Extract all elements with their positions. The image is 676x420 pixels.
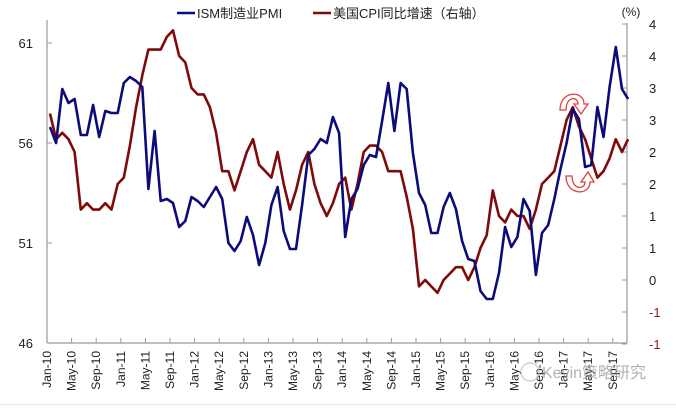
x-tick-label: Sep-13 <box>311 351 325 390</box>
left-tick-label: 51 <box>19 236 33 251</box>
x-tick-label: May-14 <box>360 351 374 391</box>
right-tick-label: 4 <box>649 49 656 64</box>
right-tick-label: 3 <box>649 113 656 128</box>
right-tick-label: 0 <box>649 273 656 288</box>
x-tick-label: May-12 <box>212 351 226 391</box>
x-tick-label: Jan-15 <box>409 351 423 388</box>
x-tick-label: Jan-16 <box>483 351 497 388</box>
left-tick-label: 61 <box>19 36 33 51</box>
right-tick-label: 2 <box>649 145 656 160</box>
right-axis-unit: (%) <box>622 5 641 19</box>
curved-arrow-icon <box>565 170 596 193</box>
right-tick-label: 1 <box>649 241 656 256</box>
x-tick-label: Sep-15 <box>458 351 472 390</box>
right-tick-label: 1 <box>649 209 656 224</box>
x-tick-label: Jan-11 <box>114 351 128 387</box>
curved-arrow-icon <box>559 93 590 116</box>
x-tick-label: May-11 <box>138 351 152 390</box>
x-tick-label: May-15 <box>434 351 448 391</box>
x-tick-label: Jan-12 <box>188 351 202 388</box>
watermark: Kevin策略研究 <box>520 362 646 382</box>
x-tick-label: Jan-13 <box>261 351 275 388</box>
x-tick-label: Sep-14 <box>384 351 398 390</box>
right-tick-label: 4 <box>649 17 656 32</box>
x-tick-label: Jan-17 <box>557 351 571 388</box>
x-tick-label: Sep-12 <box>237 351 251 390</box>
pmi-line <box>48 45 630 301</box>
left-tick-label: 56 <box>19 136 33 151</box>
cpi-line <box>48 29 630 295</box>
x-tick-label: Sep-11 <box>163 351 177 389</box>
x-tick-label: Sep-10 <box>89 351 103 390</box>
watermark-text: Kevin策略研究 <box>542 364 646 382</box>
left-tick-label: 46 <box>19 336 33 351</box>
x-tick-label: May-13 <box>286 351 300 391</box>
right-tick-label: 2 <box>649 177 656 192</box>
x-tick-label: Jan-14 <box>335 351 349 388</box>
right-tick-label: -1 <box>649 305 661 320</box>
x-tick-label: May-16 <box>507 351 521 391</box>
x-tick-label: Sep-17 <box>606 351 620 390</box>
right-tick-label: 3 <box>649 81 656 96</box>
chart-frame <box>0 404 676 405</box>
chart-axes: 46 51 56 61 -1 -1 0 1 1 2 2 3 3 4 4 (%) Jan-10 May-10 Sep-… <box>19 5 661 391</box>
x-tick-label: May-10 <box>65 351 79 391</box>
x-tick-label: Jan-10 <box>40 351 54 388</box>
wechat-icon <box>520 362 540 382</box>
chart-legend: ISM制造业PMI 美国CPI同比增速（右轴） <box>177 6 485 21</box>
chart-annotations <box>559 93 596 193</box>
right-tick-label: -1 <box>649 337 661 352</box>
legend-label: 美国CPI同比增速（右轴） <box>333 6 485 21</box>
x-tick-label: May-17 <box>581 351 595 391</box>
chart-lines <box>48 29 630 301</box>
legend-label: ISM制造业PMI <box>197 6 282 21</box>
